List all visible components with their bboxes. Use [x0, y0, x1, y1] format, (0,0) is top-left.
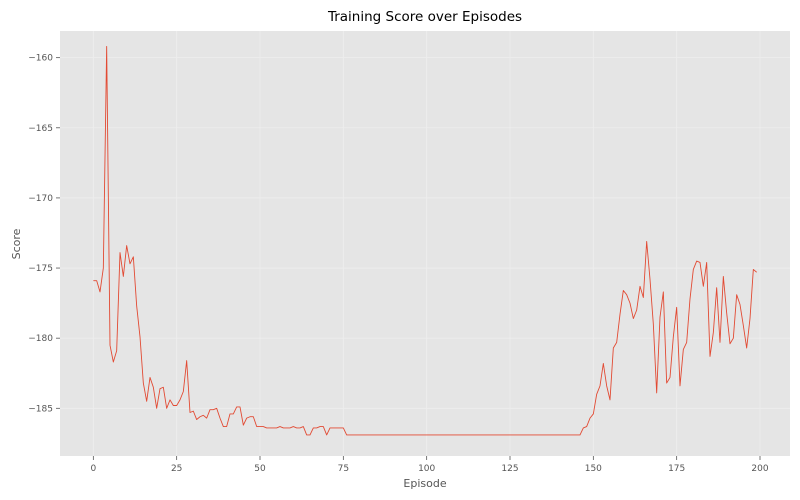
y-tick-label: −180: [28, 334, 53, 344]
series-line-0: [93, 45, 757, 436]
y-tick-label: −175: [28, 264, 53, 274]
y-axis-label: Score: [10, 228, 23, 259]
x-tick-label: 75: [338, 464, 349, 474]
y-axis-ticks: −160 −165 −170 −175 −180 −185: [28, 54, 60, 414]
y-tick-label: −185: [28, 404, 53, 414]
x-tick-label: 100: [418, 464, 435, 474]
plot-area-background: [60, 31, 790, 456]
x-tick-label: 175: [668, 464, 685, 474]
y-tick-label: −165: [28, 124, 53, 134]
x-tick-label: 150: [585, 464, 602, 474]
x-tick-label: 0: [90, 464, 96, 474]
y-tick-label: −170: [28, 194, 53, 204]
x-tick-label: 125: [501, 464, 518, 474]
x-tick-label: 50: [254, 464, 266, 474]
y-tick-label: −160: [28, 54, 53, 64]
x-tick-label: 200: [751, 464, 768, 474]
x-axis-label: Episode: [403, 477, 446, 490]
gridlines: [60, 31, 790, 456]
x-axis-ticks: 0 25 50 75 100 125 150 175 200: [90, 456, 769, 474]
chart-title: Training Score over Episodes: [327, 9, 522, 25]
series-layer: [93, 45, 757, 436]
x-tick-label: 25: [171, 464, 182, 474]
